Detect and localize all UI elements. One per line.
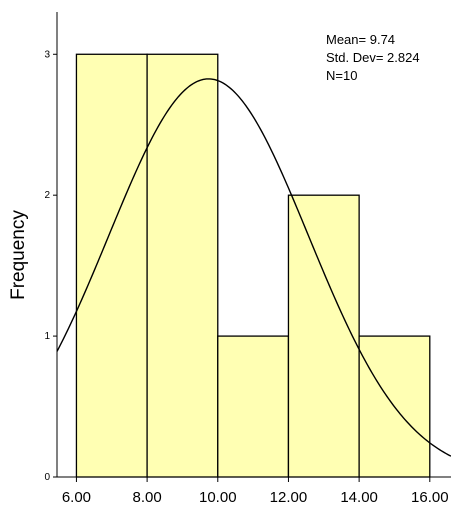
normal-distribution-curve <box>56 78 451 457</box>
ticks-group: 6.00 8.00 10.00 12.00 14.00 16.00 0 1 2 3 <box>44 49 448 506</box>
x-tick-label-1: 6.00 <box>62 489 91 506</box>
x-tick-label-4: 12.00 <box>270 489 308 506</box>
y-tick-label-3: 2 <box>44 190 50 201</box>
axes-group <box>56 12 451 478</box>
histogram-bar-4 <box>287 194 360 478</box>
histogram-bar-1 <box>75 53 148 478</box>
x-tick-label-2: 8.00 <box>133 489 162 506</box>
x-tick-label-6: 16.00 <box>411 489 449 506</box>
y-tick-label-1: 0 <box>44 472 50 483</box>
mean-stat: Mean= 9.74 <box>326 32 395 47</box>
normal-curve-group <box>56 78 451 457</box>
std-dev-stat: Std. Dev= 2.824 <box>326 50 420 65</box>
x-tick-label-5: 14.00 <box>340 489 378 506</box>
y-tick-label-2: 1 <box>44 331 50 342</box>
x-tick-label-3: 10.00 <box>199 489 237 506</box>
n-stat: N=10 <box>326 68 357 83</box>
y-tick-label-4: 3 <box>44 49 50 60</box>
histogram-bar-2 <box>146 53 219 478</box>
histogram-bar-3 <box>217 335 290 478</box>
y-axis-title: Frequency <box>8 210 29 300</box>
